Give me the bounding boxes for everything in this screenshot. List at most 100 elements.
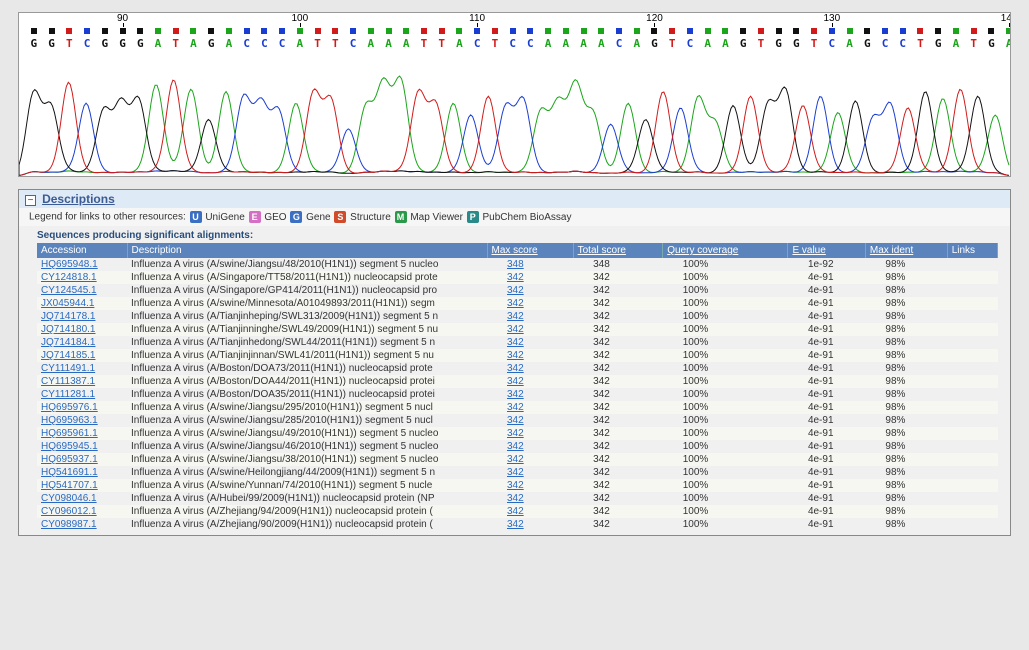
table-row[interactable]: CY096012.1Influenza A virus (A/Zhejiang/… — [37, 505, 998, 518]
accession-link[interactable]: JQ714184.1 — [37, 336, 127, 349]
table-row[interactable]: CY111387.1Influenza A virus (A/Boston/DO… — [37, 375, 998, 388]
max-score-cell[interactable]: 342 — [487, 518, 573, 531]
max-score-cell[interactable]: 342 — [487, 492, 573, 505]
total-score-cell: 342 — [573, 479, 663, 492]
accession-link[interactable]: JQ714185.1 — [37, 349, 127, 362]
quality-dot — [474, 28, 480, 34]
max-ident-cell: 98% — [865, 323, 947, 336]
accession-link[interactable]: HQ541707.1 — [37, 479, 127, 492]
max-score-cell[interactable]: 342 — [487, 362, 573, 375]
descriptions-header[interactable]: − Descriptions — [19, 190, 1010, 208]
quality-dot — [935, 28, 941, 34]
base-letter: C — [243, 37, 250, 50]
table-row[interactable]: HQ695948.1Influenza A virus (A/swine/Jia… — [37, 258, 998, 271]
table-row[interactable]: HQ695961.1Influenza A virus (A/swine/Jia… — [37, 427, 998, 440]
base-letter: C — [882, 37, 889, 50]
col-header[interactable]: Max score — [487, 243, 573, 258]
accession-link[interactable]: CY096012.1 — [37, 505, 127, 518]
accession-link[interactable]: HQ695976.1 — [37, 401, 127, 414]
max-score-cell[interactable]: 348 — [487, 258, 573, 271]
max-score-cell[interactable]: 342 — [487, 323, 573, 336]
col-header[interactable]: Description — [127, 243, 487, 258]
col-header[interactable]: Total score — [573, 243, 663, 258]
table-row[interactable]: JQ714184.1Influenza A virus (A/Tianjinhe… — [37, 336, 998, 349]
accession-link[interactable]: JQ714180.1 — [37, 323, 127, 336]
max-score-cell[interactable]: 342 — [487, 427, 573, 440]
query-coverage-cell: 100% — [663, 453, 788, 466]
table-row[interactable]: JQ714180.1Influenza A virus (A/Tianjinni… — [37, 323, 998, 336]
max-score-cell[interactable]: 342 — [487, 297, 573, 310]
max-score-cell[interactable]: 342 — [487, 453, 573, 466]
base-letter: G — [119, 37, 126, 50]
col-header[interactable]: Links — [947, 243, 998, 258]
accession-link[interactable]: HQ695961.1 — [37, 427, 127, 440]
max-score-cell[interactable]: 342 — [487, 414, 573, 427]
table-row[interactable]: HQ541707.1Influenza A virus (A/swine/Yun… — [37, 479, 998, 492]
max-score-cell[interactable]: 342 — [487, 349, 573, 362]
col-header[interactable]: Max ident — [865, 243, 947, 258]
accession-link[interactable]: HQ695945.1 — [37, 440, 127, 453]
max-score-cell[interactable]: 342 — [487, 401, 573, 414]
max-score-cell[interactable]: 342 — [487, 271, 573, 284]
descriptions-title[interactable]: Descriptions — [42, 192, 115, 206]
total-score-cell: 342 — [573, 505, 663, 518]
links-cell — [947, 479, 998, 492]
table-row[interactable]: CY124818.1Influenza A virus (A/Singapore… — [37, 271, 998, 284]
table-row[interactable]: HQ541691.1Influenza A virus (A/swine/Hei… — [37, 466, 998, 479]
links-cell — [947, 388, 998, 401]
description-cell: Influenza A virus (A/Boston/DOA73/2011(H… — [127, 362, 487, 375]
table-row[interactable]: HQ695976.1Influenza A virus (A/swine/Jia… — [37, 401, 998, 414]
accession-link[interactable]: CY111281.1 — [37, 388, 127, 401]
max-score-cell[interactable]: 342 — [487, 388, 573, 401]
legend-items: U UniGene E GEO G Gene S Structure M Map… — [189, 212, 572, 223]
table-row[interactable]: JQ714185.1Influenza A virus (A/Tianjinji… — [37, 349, 998, 362]
max-score-cell[interactable]: 342 — [487, 375, 573, 388]
col-header[interactable]: Query coverage — [663, 243, 788, 258]
table-row[interactable]: JQ714178.1Influenza A virus (A/Tianjinhe… — [37, 310, 998, 323]
legend-label: Map Viewer — [408, 212, 466, 223]
base-letter: A — [456, 37, 463, 50]
accession-link[interactable]: CY124818.1 — [37, 271, 127, 284]
max-score-cell[interactable]: 342 — [487, 479, 573, 492]
accession-link[interactable]: CY111491.1 — [37, 362, 127, 375]
accession-link[interactable]: JQ714178.1 — [37, 310, 127, 323]
max-score-cell[interactable]: 342 — [487, 336, 573, 349]
evalue-cell: 4e-91 — [788, 271, 865, 284]
accession-link[interactable]: CY124545.1 — [37, 284, 127, 297]
col-header[interactable]: E value — [788, 243, 865, 258]
accession-link[interactable]: HQ695937.1 — [37, 453, 127, 466]
table-row[interactable]: CY124545.1Influenza A virus (A/Singapore… — [37, 284, 998, 297]
table-row[interactable]: HQ695963.1Influenza A virus (A/swine/Jia… — [37, 414, 998, 427]
table-row[interactable]: HQ695945.1Influenza A virus (A/swine/Jia… — [37, 440, 998, 453]
max-score-cell[interactable]: 342 — [487, 466, 573, 479]
table-row[interactable]: CY098046.1Influenza A virus (A/Hubei/99/… — [37, 492, 998, 505]
accession-link[interactable]: CY111387.1 — [37, 375, 127, 388]
max-score-cell[interactable]: 342 — [487, 310, 573, 323]
ruler: 90100110120130140 — [19, 13, 1010, 27]
max-score-cell[interactable]: 342 — [487, 505, 573, 518]
max-score-cell[interactable]: 342 — [487, 284, 573, 297]
accession-link[interactable]: JX045944.1 — [37, 297, 127, 310]
max-score-cell[interactable]: 342 — [487, 440, 573, 453]
accession-link[interactable]: CY098987.1 — [37, 518, 127, 531]
accession-link[interactable]: HQ695963.1 — [37, 414, 127, 427]
quality-dot — [900, 28, 906, 34]
table-row[interactable]: CY111281.1Influenza A virus (A/Boston/DO… — [37, 388, 998, 401]
table-row[interactable]: CY111491.1Influenza A virus (A/Boston/DO… — [37, 362, 998, 375]
base-letter: A — [367, 37, 374, 50]
table-row[interactable]: JX045944.1Influenza A virus (A/swine/Min… — [37, 297, 998, 310]
links-cell — [947, 505, 998, 518]
description-cell: Influenza A virus (A/swine/Jiangsu/295/2… — [127, 401, 487, 414]
collapse-icon[interactable]: − — [25, 195, 36, 206]
base-letter: C — [829, 37, 836, 50]
base-letter: C — [616, 37, 623, 50]
base-letter: A — [580, 37, 587, 50]
table-row[interactable]: HQ695937.1Influenza A virus (A/swine/Jia… — [37, 453, 998, 466]
query-coverage-cell: 100% — [663, 375, 788, 388]
accession-link[interactable]: HQ541691.1 — [37, 466, 127, 479]
table-row[interactable]: CY098987.1Influenza A virus (A/Zhejiang/… — [37, 518, 998, 531]
col-header[interactable]: Accession — [37, 243, 127, 258]
accession-link[interactable]: CY098046.1 — [37, 492, 127, 505]
accession-link[interactable]: HQ695948.1 — [37, 258, 127, 271]
base-letter: G — [935, 37, 942, 50]
